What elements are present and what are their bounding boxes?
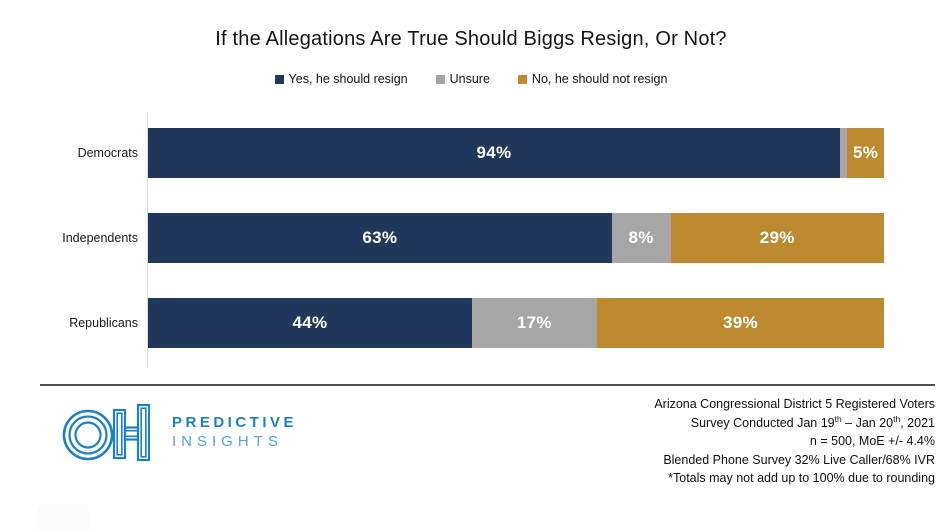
methodology-notes: Arizona Congressional District 5 Registe… [654,395,935,488]
footer-divider [40,384,935,386]
bar-segment: 63% [148,213,612,263]
category-label: Republicans [69,316,138,330]
bar-segment: 39% [596,298,884,348]
legend-item: Yes, he should resign [274,72,408,86]
legend-item: Unsure [435,72,490,86]
legend-swatch-icon [435,74,445,84]
bar-value-label: 94% [476,143,512,162]
logo-name-insights: INSIGHTS [172,433,283,450]
category-label: Independents [62,231,138,245]
bar-segment: 17% [471,298,597,348]
bar-value-label: 29% [759,228,795,247]
bar-value-label: 44% [292,313,328,332]
bar-segment [839,128,848,178]
legend-label: Unsure [449,72,490,86]
bar-row-democrats: 94% 5% [148,128,884,178]
legend-swatch-icon [517,74,527,84]
legend-item: No, he should not resign [517,72,668,86]
logo-name-predictive: PREDICTIVE [172,414,298,431]
bar-row-republicans: 44% 17% 39% [148,298,884,348]
logo-wordmark: PREDICTIVE INSIGHTS [172,414,297,450]
note-line: Survey Conducted Jan 19th – Jan 20th, 20… [690,413,935,430]
legend-label: No, he should not resign [531,72,668,86]
bar-value-label: 17% [516,313,552,332]
bar-value-label: 5% [853,143,879,162]
bar-value-label: 8% [628,228,654,247]
bar-row-independents: 63% 8% 29% [148,213,884,263]
bar-segment: 8% [611,213,671,263]
legend-label: Yes, he should resign [288,72,408,86]
legend-swatch-icon [274,74,284,84]
note-line: *Totals may not add up to 100% due to ro… [668,471,935,485]
category-label: Democrats [77,146,138,160]
bar-segment: 5% [847,128,884,178]
cursor-artifact [37,503,89,530]
chart-legend: Yes, he should resign Unsure No, he should… [0,72,942,86]
bar-value-label: 63% [362,228,398,247]
note-line: Arizona Congressional District 5 Registe… [654,397,935,411]
bar-value-label: 39% [722,313,758,332]
bar-segment: 94% [148,128,840,178]
chart-title: If the Allegations Are True Should Biggs… [215,28,727,50]
company-logo: PREDICTIVE INSIGHTS [62,402,297,462]
plot-area: 94% 5% 63% 8% 29% 44% 17% 39% [147,113,884,368]
bar-segment: 44% [148,298,472,348]
note-line: n = 500, MoE +/- 4.4% [809,434,935,448]
oh-monogram-icon [62,403,150,462]
note-line: Blended Phone Survey 32% Live Caller/68%… [663,452,935,467]
bar-segment: 29% [670,213,884,263]
